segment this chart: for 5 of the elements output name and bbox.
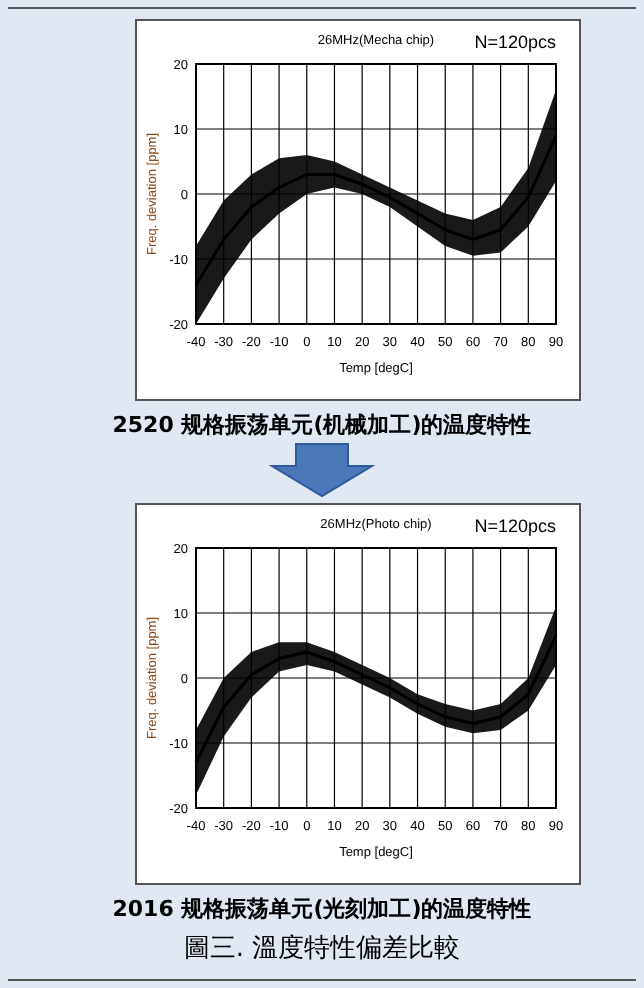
text: N=120pcs	[474, 516, 557, 536]
text: 2520 规格振荡单元(机械加工)的温度特性	[112, 412, 532, 438]
text: 2016 规格振荡单元(光刻加工)的温度特性	[112, 896, 532, 922]
text: N=120pcs	[474, 32, 557, 52]
text: 圖三. 溫度特性偏差比較	[183, 932, 461, 964]
